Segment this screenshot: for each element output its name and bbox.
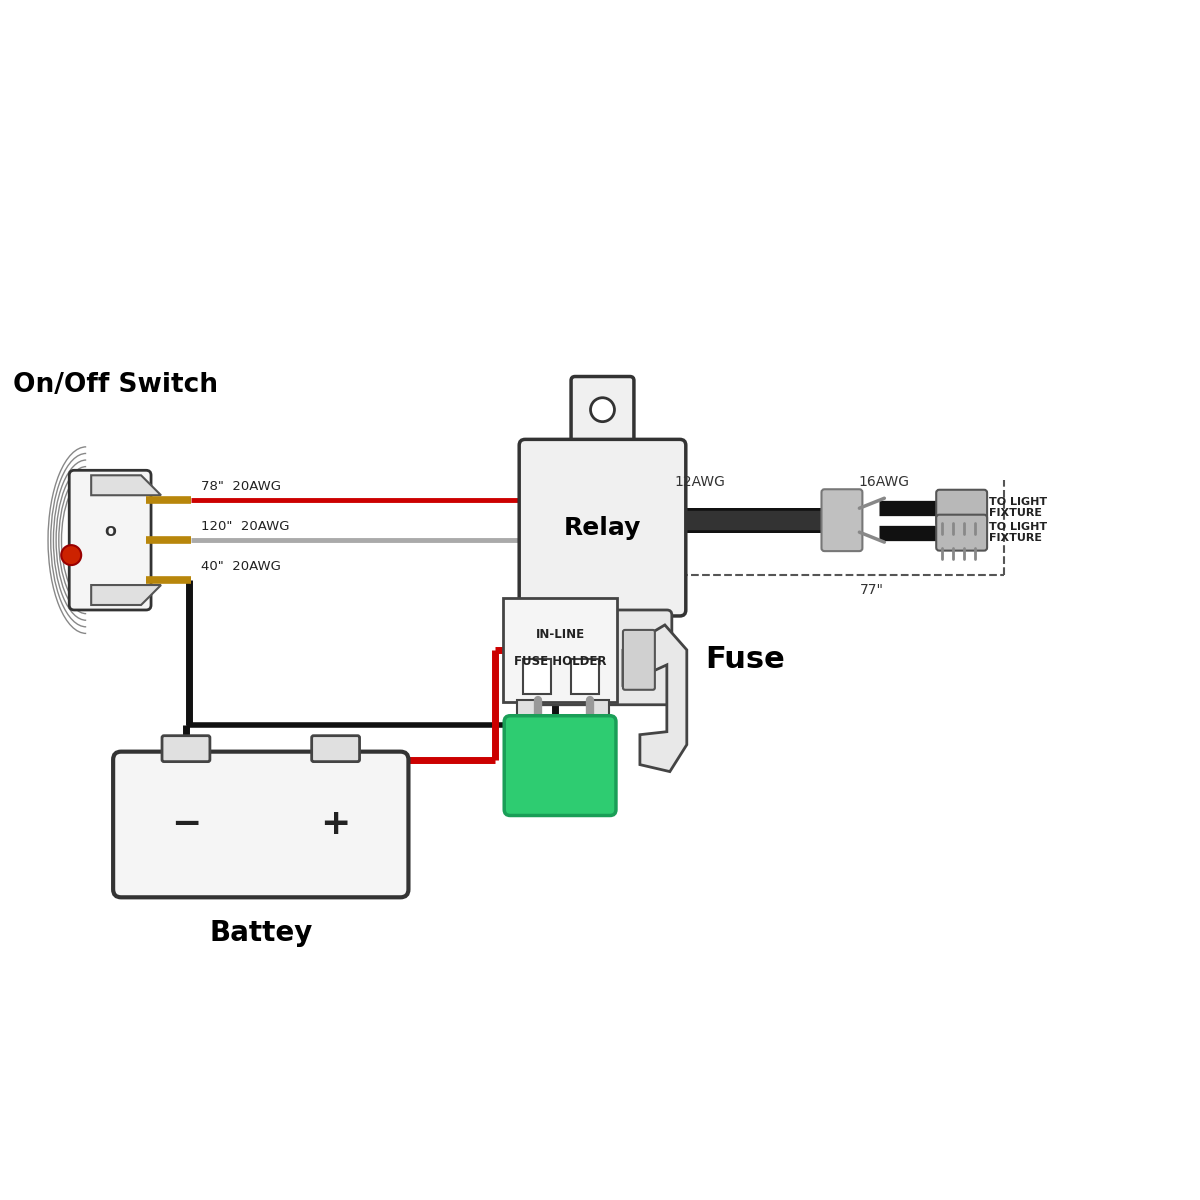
Text: TO LIGHT
FIXTURE: TO LIGHT FIXTURE	[989, 522, 1048, 544]
FancyBboxPatch shape	[503, 598, 617, 702]
Bar	[517, 700, 538, 721]
FancyBboxPatch shape	[936, 490, 988, 526]
Text: On/Off Switch: On/Off Switch	[13, 372, 218, 398]
Bar	[571, 659, 599, 694]
FancyBboxPatch shape	[70, 470, 151, 610]
FancyBboxPatch shape	[312, 736, 360, 762]
Text: 78"  20AWG: 78" 20AWG	[200, 480, 281, 493]
FancyBboxPatch shape	[556, 630, 587, 690]
FancyBboxPatch shape	[162, 736, 210, 762]
FancyBboxPatch shape	[520, 439, 686, 616]
FancyBboxPatch shape	[532, 610, 672, 704]
Text: TO LIGHT
FIXTURE: TO LIGHT FIXTURE	[989, 497, 1048, 518]
Text: Relay: Relay	[564, 516, 641, 540]
Circle shape	[61, 545, 82, 565]
FancyBboxPatch shape	[936, 515, 988, 551]
FancyBboxPatch shape	[571, 377, 634, 449]
Text: FUSE HOLDER: FUSE HOLDER	[514, 655, 606, 668]
Text: +: +	[320, 808, 350, 841]
Polygon shape	[623, 625, 686, 772]
Text: −: −	[170, 808, 202, 841]
Text: 77": 77"	[860, 583, 884, 598]
Text: IN-LINE: IN-LINE	[535, 629, 584, 642]
FancyBboxPatch shape	[822, 490, 863, 551]
Text: Fuse: Fuse	[704, 646, 785, 674]
Polygon shape	[91, 475, 161, 496]
Text: 120"  20AWG: 120" 20AWG	[200, 520, 289, 533]
Polygon shape	[91, 586, 161, 605]
Text: 12AWG: 12AWG	[674, 475, 725, 490]
FancyBboxPatch shape	[113, 751, 408, 898]
FancyBboxPatch shape	[504, 715, 616, 816]
Bar	[589, 700, 608, 721]
Text: 16AWG: 16AWG	[859, 475, 910, 490]
Bar	[523, 659, 551, 694]
Text: 40"  20AWG: 40" 20AWG	[200, 560, 281, 574]
Text: O: O	[104, 526, 116, 539]
Text: Battey: Battey	[209, 919, 312, 947]
Circle shape	[590, 397, 614, 421]
FancyBboxPatch shape	[623, 630, 655, 690]
